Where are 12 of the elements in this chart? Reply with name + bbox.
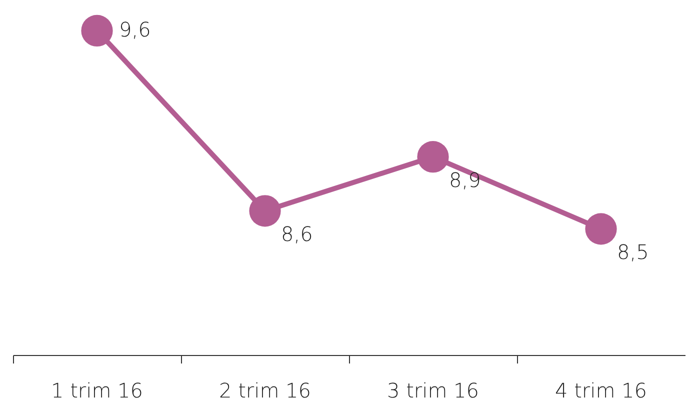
point [585,213,617,245]
x-tick-label: 3 trim 16 [387,378,479,402]
x-tick-label: 2 trim 16 [219,378,311,402]
point [417,141,449,173]
data-label: 8,9 [449,168,481,192]
x-tick-label: 4 trim 16 [555,378,647,402]
data-label: 8,6 [281,222,313,246]
data-label: 9,6 [119,18,151,42]
point [249,195,281,227]
data-label: 8,5 [617,240,649,264]
x-tick-label: 1 trim 16 [51,378,143,402]
point [81,14,113,47]
